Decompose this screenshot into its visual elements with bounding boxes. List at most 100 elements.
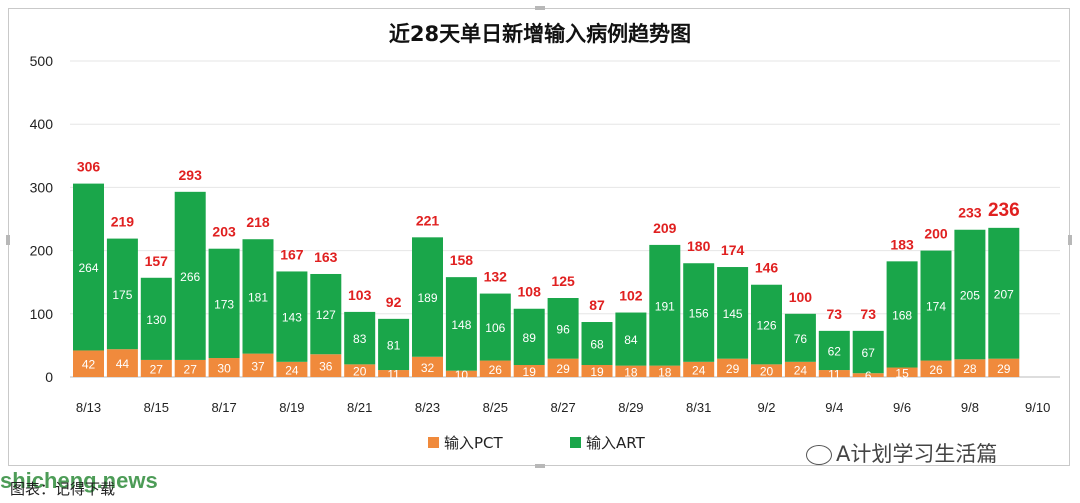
wechat-icon xyxy=(806,445,832,465)
data-label-pct: 24 xyxy=(285,363,299,377)
data-label-total: 73 xyxy=(827,306,843,322)
data-label-total: 92 xyxy=(386,294,402,310)
data-label-art: 96 xyxy=(556,322,570,336)
bar-pct xyxy=(751,364,782,377)
bar-art xyxy=(683,263,715,362)
y-tick-label: 300 xyxy=(30,179,54,195)
data-label-art: 168 xyxy=(892,308,912,322)
bar-art xyxy=(649,244,681,366)
watermark-text: A计划学习生活篇 xyxy=(836,442,998,466)
bar-art xyxy=(73,183,104,351)
resize-handle-bottom[interactable] xyxy=(535,464,545,468)
x-tick-label: 8/25 xyxy=(483,400,508,415)
data-label-total: 174 xyxy=(721,242,745,258)
bar-pct xyxy=(852,373,884,377)
bar-pct xyxy=(242,353,274,377)
data-label-total: 183 xyxy=(890,236,914,252)
bar-art xyxy=(479,293,511,361)
legend: 输入PCT 输入ART xyxy=(428,434,646,452)
data-label-pct: 36 xyxy=(319,360,333,374)
x-tick-label: 9/8 xyxy=(961,400,979,415)
bar-art xyxy=(751,284,782,365)
data-label-total: 219 xyxy=(111,214,135,230)
bar-art xyxy=(344,311,376,365)
x-tick-label: 8/13 xyxy=(76,400,101,415)
data-label-pct: 15 xyxy=(895,366,909,380)
x-tick-label: 8/21 xyxy=(347,400,372,415)
data-label-art: 84 xyxy=(624,333,638,347)
resize-handle-left[interactable] xyxy=(6,235,10,245)
data-label-pct: 18 xyxy=(658,365,672,379)
data-label-art: 126 xyxy=(756,319,776,333)
chart-title: 近28天单日新增输入病例趋势图 xyxy=(389,22,691,46)
data-label-total: 218 xyxy=(246,214,270,230)
bar-pct xyxy=(513,364,545,377)
data-label-art: 76 xyxy=(794,332,808,346)
resize-handle-right[interactable] xyxy=(1068,235,1072,245)
data-label-pct: 6 xyxy=(865,369,872,383)
bar-pct xyxy=(615,365,647,377)
data-label-pct: 19 xyxy=(523,365,537,379)
y-tick-label: 200 xyxy=(30,243,54,259)
bar-pct xyxy=(547,358,579,377)
data-label-total: 108 xyxy=(518,284,542,300)
legend-swatch xyxy=(570,437,581,448)
data-label-art: 81 xyxy=(387,338,401,352)
bar-pct xyxy=(649,365,681,377)
bar-pct xyxy=(344,364,376,377)
data-label-art: 83 xyxy=(353,332,367,346)
bar-art xyxy=(581,322,613,365)
data-label-pct: 24 xyxy=(794,363,808,377)
data-label-total: 209 xyxy=(653,220,677,236)
data-label-art: 264 xyxy=(78,261,98,275)
y-tick-label: 100 xyxy=(30,306,54,322)
data-label-pct: 26 xyxy=(489,363,503,377)
data-label-pct: 10 xyxy=(455,368,469,382)
resize-handle-top[interactable] xyxy=(535,6,545,10)
x-tick-label: 8/23 xyxy=(415,400,440,415)
data-label-total: 180 xyxy=(687,238,711,254)
data-label-pct: 20 xyxy=(353,365,367,379)
data-label-total: 167 xyxy=(280,246,304,262)
y-tick-label: 400 xyxy=(30,116,54,132)
x-tick-label: 9/10 xyxy=(1025,400,1050,415)
x-tick-label: 9/4 xyxy=(825,400,843,415)
bar-art xyxy=(852,330,884,374)
data-label-pct: 27 xyxy=(184,362,198,376)
data-label-total: 221 xyxy=(416,212,440,228)
bar-pct xyxy=(886,367,918,377)
x-tick-label: 8/31 xyxy=(686,400,711,415)
bar-art xyxy=(717,267,749,359)
data-label-art: 67 xyxy=(862,346,876,360)
data-label-pct: 18 xyxy=(624,365,638,379)
data-label-pct: 26 xyxy=(929,363,943,377)
data-label-art: 156 xyxy=(689,307,709,321)
data-label-art: 173 xyxy=(214,297,234,311)
x-axis: 8/13 8/15 8/17 8/19 8/21 8/23 8/25 8/27 8/29 8/31… xyxy=(76,400,1051,415)
bar-art xyxy=(412,237,443,357)
bar-pct xyxy=(412,356,443,377)
data-label-pct: 29 xyxy=(726,362,740,376)
bar-art xyxy=(988,227,1020,359)
x-tick-label: 8/15 xyxy=(144,400,169,415)
bar-art xyxy=(886,261,918,368)
bar-pct xyxy=(276,361,308,377)
bar-art xyxy=(276,271,308,362)
data-label-total: 158 xyxy=(450,252,474,268)
x-tick-label: 9/6 xyxy=(893,400,911,415)
bar-art xyxy=(445,277,477,371)
data-label-art: 106 xyxy=(485,321,505,335)
data-label-art: 143 xyxy=(282,311,302,325)
x-tick-label: 9/2 xyxy=(757,400,775,415)
bar-art xyxy=(310,273,342,355)
legend-label: 输入PCT xyxy=(444,434,504,452)
x-tick-label: 8/29 xyxy=(618,400,643,415)
data-label-total: 87 xyxy=(589,297,605,313)
bar-art xyxy=(106,238,138,350)
data-label-pct: 29 xyxy=(997,362,1011,376)
legend-swatch xyxy=(428,437,439,448)
data-label-pct: 29 xyxy=(556,362,570,376)
data-label-total: 203 xyxy=(212,224,236,240)
data-label-total: 306 xyxy=(77,159,101,175)
